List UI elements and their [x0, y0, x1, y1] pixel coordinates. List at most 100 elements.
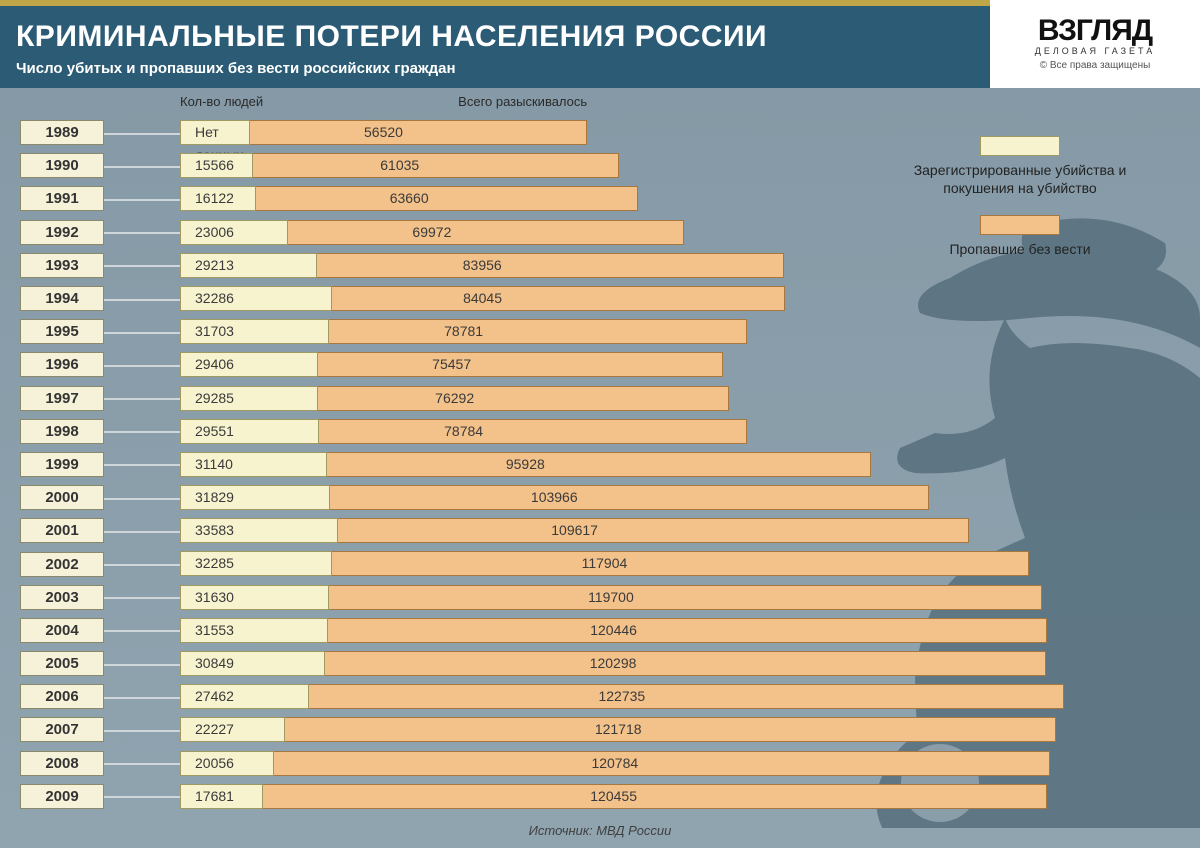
year-label: 1993 — [20, 253, 104, 278]
legend-item-inner: Зарегистрированные убийства и покушения … — [880, 136, 1160, 197]
year-label: 1996 — [20, 352, 104, 377]
infographic-frame: КРИМИНАЛЬНЫЕ ПОТЕРИ НАСЕЛЕНИЯ РОССИИ Чис… — [0, 0, 1200, 848]
year-label: 1998 — [20, 419, 104, 444]
chart-row: 200412044631553 — [20, 614, 1180, 647]
source-text: Источник: МВД России — [0, 823, 1200, 838]
chart-row: 19987878429551 — [20, 415, 1180, 448]
year-label: 2008 — [20, 751, 104, 776]
chart-row: 200311970031630 — [20, 581, 1180, 614]
chart-row: 2007 12171822227 — [20, 713, 1180, 746]
axis-connector — [104, 199, 180, 201]
year-label: 1991 — [20, 186, 104, 211]
header-left: КРИМИНАЛЬНЫЕ ПОТЕРИ НАСЕЛЕНИЯ РОССИИ Чис… — [0, 0, 990, 88]
year-label: 1995 — [20, 319, 104, 344]
year-label: 1997 — [20, 386, 104, 411]
inner-bar: 16122 — [180, 186, 256, 211]
year-label: 1994 — [20, 286, 104, 311]
chart-row: 2006 12273527462 — [20, 680, 1180, 713]
page-title: КРИМИНАЛЬНЫЕ ПОТЕРИ НАСЕЛЕНИЯ РОССИИ — [16, 20, 974, 54]
year-label: 1989 — [20, 120, 104, 145]
chart-row: 19967545729406 — [20, 348, 1180, 381]
inner-bar: 27462 — [180, 684, 309, 709]
inner-bar: 23006 — [180, 220, 288, 245]
axis-connector — [104, 398, 180, 400]
year-label: 2003 — [20, 585, 104, 610]
header: КРИМИНАЛЬНЫЕ ПОТЕРИ НАСЕЛЕНИЯ РОССИИ Чис… — [0, 0, 1200, 88]
axis-connector — [104, 365, 180, 367]
axis-connector — [104, 431, 180, 433]
year-label: 2009 — [20, 784, 104, 809]
axis-connector — [104, 232, 180, 234]
axis-connector — [104, 332, 180, 334]
logo-sub1: ДЕЛОВАЯ ГАЗЕТА — [1035, 46, 1156, 56]
legend-item-outer: Пропавшие без вести — [880, 215, 1160, 259]
legend-swatch-outer — [980, 215, 1060, 235]
chart-row: 19948404532286 — [20, 282, 1180, 315]
outer-bar: 122735 — [180, 684, 1064, 709]
year-label: 1999 — [20, 452, 104, 477]
logo-copyright: © Все права защищены — [1040, 60, 1151, 71]
outer-bar: 120784 — [180, 751, 1050, 776]
axis-connector — [104, 730, 180, 732]
chart-row: 200010396631829 — [20, 481, 1180, 514]
legend-label-outer: Пропавшие без вести — [880, 241, 1160, 259]
axis-connector — [104, 166, 180, 168]
legend-label-inner: Зарегистрированные убийства и покушения … — [880, 162, 1160, 197]
inner-bar: 29406 — [180, 352, 318, 377]
logo-main: ВЗГЛЯД — [1038, 17, 1152, 44]
chart-row: 200110961733583 — [20, 514, 1180, 547]
inner-bar: 31630 — [180, 585, 329, 610]
page-subtitle: Число убитых и пропавших без вести росси… — [16, 60, 974, 77]
chart-row: 19999592831140 — [20, 448, 1180, 481]
chart-area: Кол-во людей Всего разыскивалось Зарегис… — [0, 88, 1200, 848]
year-label: 1990 — [20, 153, 104, 178]
legend-swatch-inner — [980, 136, 1060, 156]
axis-connector — [104, 630, 180, 632]
chart-row: 19977629229285 — [20, 382, 1180, 415]
chart-row: 200512029830849 — [20, 647, 1180, 680]
legend: Зарегистрированные убийства и покушения … — [880, 136, 1160, 277]
inner-bar: 15566 — [180, 153, 253, 178]
axis-connector — [104, 796, 180, 798]
axis-connector — [104, 564, 180, 566]
chart-row: 2008 12078420056 — [20, 747, 1180, 780]
chart-row: 200211790432285 — [20, 547, 1180, 580]
outer-bar: 121718 — [180, 717, 1056, 742]
inner-bar: 31140 — [180, 452, 327, 477]
inner-bar: 32286 — [180, 286, 332, 311]
inner-bar: 30849 — [180, 651, 325, 676]
inner-column-header: Кол-во людей — [180, 94, 263, 109]
inner-bar: 33583 — [180, 518, 338, 543]
axis-connector — [104, 664, 180, 666]
year-label: 2001 — [20, 518, 104, 543]
inner-bar: 32285 — [180, 551, 332, 576]
year-label: 2006 — [20, 684, 104, 709]
inner-bar: 20056 — [180, 751, 274, 776]
axis-connector — [104, 531, 180, 533]
axis-connector — [104, 763, 180, 765]
inner-bar: 31703 — [180, 319, 329, 344]
year-label: 2005 — [20, 651, 104, 676]
inner-bar: 22227 — [180, 717, 285, 742]
inner-bar: 31553 — [180, 618, 328, 643]
axis-connector — [104, 299, 180, 301]
axis-connector — [104, 464, 180, 466]
axis-connector — [104, 265, 180, 267]
inner-bar: 17681 — [180, 784, 263, 809]
logo-block: ВЗГЛЯД ДЕЛОВАЯ ГАЗЕТА © Все права защище… — [990, 0, 1200, 88]
year-label: 2002 — [20, 552, 104, 577]
year-label: 2007 — [20, 717, 104, 742]
chart-row: 19957878131703 — [20, 315, 1180, 348]
year-label: 2004 — [20, 618, 104, 643]
year-label: 2000 — [20, 485, 104, 510]
axis-connector — [104, 498, 180, 500]
axis-connector — [104, 697, 180, 699]
chart-row: 2009 12045517681 — [20, 780, 1180, 813]
inner-bar: 29551 — [180, 419, 319, 444]
axis-connector — [104, 133, 180, 135]
inner-bar: 29285 — [180, 386, 318, 411]
outer-column-header: Всего разыскивалось — [458, 94, 587, 109]
inner-bar: 29213 — [180, 253, 317, 278]
inner-bar: Нет данных — [180, 120, 250, 145]
outer-bar: 120455 — [180, 784, 1047, 809]
